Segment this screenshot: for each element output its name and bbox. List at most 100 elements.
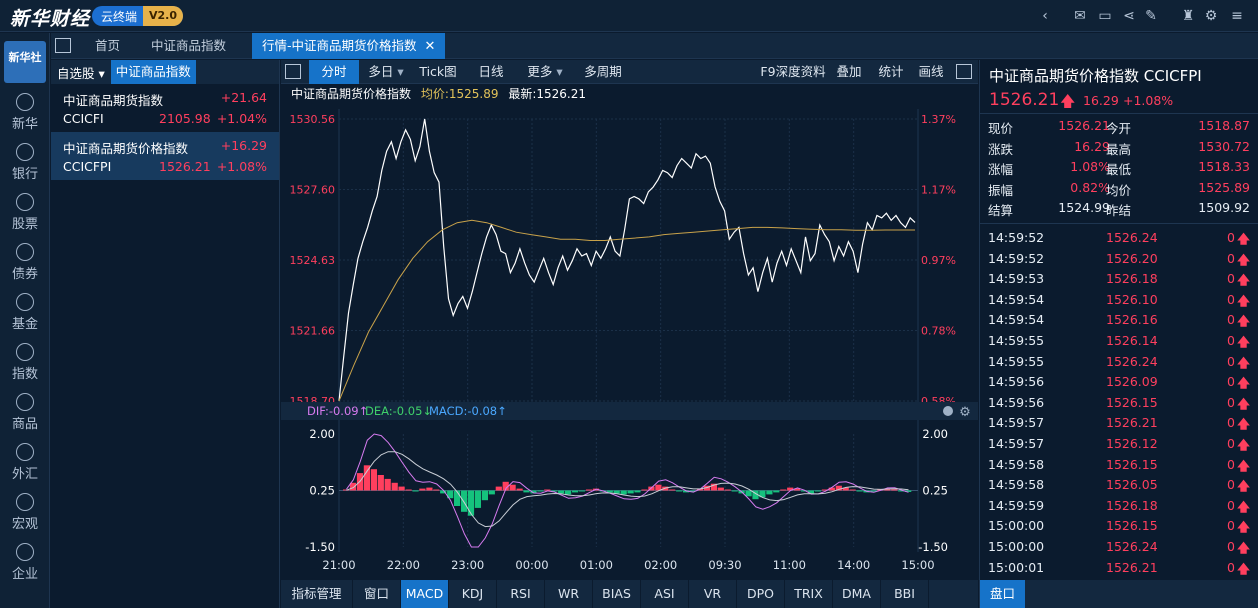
nav-item-6[interactable]: 商品 bbox=[0, 393, 50, 441]
xinhua-logo[interactable]: 新华社 bbox=[4, 41, 46, 83]
panel-toggle-icon[interactable] bbox=[285, 64, 301, 79]
btn-tick[interactable]: Tick图 bbox=[419, 64, 457, 79]
nav-item-label: 宏观 bbox=[11, 517, 38, 532]
watchlist-group[interactable]: 中证商品指数 bbox=[110, 60, 196, 84]
btn-multiperiod[interactable]: 多周期 bbox=[584, 64, 622, 79]
right-panel-toggle-icon[interactable] bbox=[956, 64, 972, 79]
macd-bar bbox=[544, 489, 551, 491]
macd-bar bbox=[426, 487, 433, 491]
up-arrow-icon: 🡅 bbox=[1237, 560, 1250, 576]
macd-bar bbox=[648, 486, 655, 491]
btn-daily[interactable]: 日线 bbox=[478, 64, 504, 79]
indicator-tab[interactable]: 窗口 bbox=[353, 580, 401, 608]
edit-icon[interactable]: ✎ bbox=[1145, 8, 1157, 24]
indicator-tab[interactable]: WR bbox=[545, 580, 593, 608]
intraday-chart[interactable]: 1530.56 1.37% 1527.60 1.17% 1524.63 0.97% 1521… bbox=[281, 104, 978, 580]
tab-order-book[interactable]: 盘口 bbox=[980, 580, 1026, 608]
stat-right: 今开 1518.87 bbox=[1106, 118, 1250, 137]
btn-statistics[interactable]: 统计 bbox=[878, 64, 904, 79]
instrument-price: 2105.98 bbox=[159, 111, 211, 126]
btn-draw[interactable]: 画线 bbox=[918, 64, 944, 79]
stat-label: 振幅 bbox=[988, 182, 1014, 198]
tick-row: 14:59:54 1526.10 0 🡅 bbox=[980, 292, 1258, 313]
up-arrow-icon: 🡅 bbox=[1237, 251, 1250, 267]
indicator-tab[interactable]: BIAS bbox=[593, 580, 641, 608]
tick-price: 1526.10 bbox=[1106, 291, 1158, 307]
btn-intraday[interactable]: 分时 bbox=[309, 60, 359, 84]
btn-overlay[interactable]: 叠加 bbox=[836, 64, 862, 79]
divider bbox=[980, 223, 1258, 224]
nav-item-7[interactable]: 外汇 bbox=[0, 443, 50, 491]
nav-item-label: 债券 bbox=[11, 267, 38, 282]
indicator-tab[interactable]: TRIX bbox=[785, 580, 833, 608]
mail-icon[interactable]: ✉ bbox=[1074, 8, 1086, 24]
x-tick-label: 00:00 bbox=[515, 558, 548, 572]
stat-value: 1509.92 bbox=[1198, 200, 1250, 216]
nav-item-4[interactable]: 基金 bbox=[0, 293, 50, 341]
macd-bar bbox=[516, 488, 523, 491]
sidebar-toggle-icon[interactable] bbox=[55, 38, 71, 53]
close-icon[interactable]: ✕ bbox=[424, 39, 436, 54]
tick-time: 14:59:52 bbox=[988, 230, 1045, 245]
watchlist-row-selected[interactable]: 中证商品期货价格指数 +16.29 CCICFPI 1526.21 +1.08% bbox=[51, 132, 279, 180]
nav-item-3[interactable]: 债券 bbox=[0, 243, 50, 291]
indicator-tab[interactable]: MACD bbox=[401, 580, 449, 608]
macd-bar bbox=[530, 490, 537, 494]
stat-value: 0.82% bbox=[1070, 179, 1110, 195]
menu-icon[interactable]: ≡ bbox=[1231, 8, 1243, 24]
tab-quote-ccicfpi[interactable]: 行情-中证商品期货价格指数 ✕ bbox=[252, 33, 446, 59]
tab-ccic-index[interactable]: 中证商品指数 bbox=[151, 38, 227, 53]
tab-home[interactable]: 首页 bbox=[95, 38, 121, 53]
macd-bar bbox=[488, 490, 495, 495]
nav-item-1[interactable]: 银行 bbox=[0, 143, 50, 191]
indicator-tab[interactable]: RSI bbox=[497, 580, 545, 608]
tick-price: 1526.14 bbox=[1106, 333, 1158, 348]
indicator-tab[interactable]: DMA bbox=[833, 580, 881, 608]
tick-time: 14:59:52 bbox=[988, 250, 1045, 266]
nav-item-9[interactable]: 企业 bbox=[0, 543, 50, 591]
indicator-tab[interactable]: BBI bbox=[881, 580, 929, 608]
tab-quote-label: 行情-中证商品期货价格指数 bbox=[262, 38, 417, 53]
nav-item-8[interactable]: 宏观 bbox=[0, 493, 50, 541]
tick-volume: 0 bbox=[1227, 374, 1235, 390]
settings-gear-icon[interactable]: ⚙ bbox=[1204, 8, 1218, 24]
macd-bar bbox=[856, 490, 863, 492]
indicator-tab[interactable]: 指标管理 bbox=[281, 580, 353, 608]
macd-bar bbox=[461, 490, 468, 512]
quote-change: 16.29 bbox=[1083, 93, 1119, 108]
watchlist-selector[interactable]: 自选股 ▾ bbox=[51, 63, 111, 82]
indicator-tab[interactable]: ASI bbox=[641, 580, 689, 608]
up-arrow-icon: 🡅 bbox=[1237, 437, 1250, 452]
tick-volume: 0 bbox=[1227, 271, 1235, 287]
indicator-tab[interactable]: VR bbox=[689, 580, 737, 608]
macd-header-bg bbox=[281, 402, 978, 420]
chat-icon[interactable]: ▭ bbox=[1098, 8, 1112, 24]
tick-time: 14:59:58 bbox=[988, 477, 1045, 493]
watchlist-row[interactable]: 中证商品期货指数 +21.64 CCICFI 2105.98 +1.04% bbox=[51, 84, 279, 132]
share-icon[interactable]: ⋖ bbox=[1123, 8, 1135, 24]
macd-bar bbox=[773, 490, 780, 493]
xinhua-logo-text: 新华社 bbox=[8, 51, 42, 64]
indicator-tab[interactable]: DPO bbox=[737, 580, 785, 608]
nav-item-2[interactable]: 股票 bbox=[0, 193, 50, 241]
commodity-icon bbox=[16, 393, 34, 411]
back-icon[interactable]: ‹ bbox=[1042, 8, 1048, 24]
tick-price: 1526.12 bbox=[1106, 436, 1158, 451]
tick-time: 14:59:53 bbox=[988, 271, 1045, 287]
macd-bar bbox=[558, 490, 565, 494]
stat-right: 最低 1518.33 bbox=[1106, 159, 1250, 178]
nav-item-5[interactable]: 指数 bbox=[0, 343, 50, 391]
product-name: 云终端 bbox=[101, 9, 138, 24]
up-arrow-icon: 🡅 bbox=[1237, 395, 1250, 411]
skin-icon[interactable]: ♜ bbox=[1181, 8, 1195, 24]
up-arrow-icon: 🡅 bbox=[1237, 540, 1250, 555]
x-tick-label: 15:00 bbox=[901, 558, 934, 572]
btn-multiday[interactable]: 多日 ▾ bbox=[363, 60, 409, 84]
indicator-tab[interactable]: KDJ bbox=[449, 580, 497, 608]
tick-volume: 0 bbox=[1227, 394, 1235, 410]
macd-bar bbox=[398, 486, 405, 491]
btn-f9-research[interactable]: F9深度资料 bbox=[760, 64, 826, 79]
title-bar: 新华财经 云终端 V2.0 ‹ ✉ ▭ ⋖ ✎ ♜ ⚙ ≡ bbox=[0, 0, 1258, 32]
nav-item-0[interactable]: 新华 bbox=[0, 93, 50, 141]
btn-more[interactable]: 更多 ▾ bbox=[521, 60, 569, 84]
